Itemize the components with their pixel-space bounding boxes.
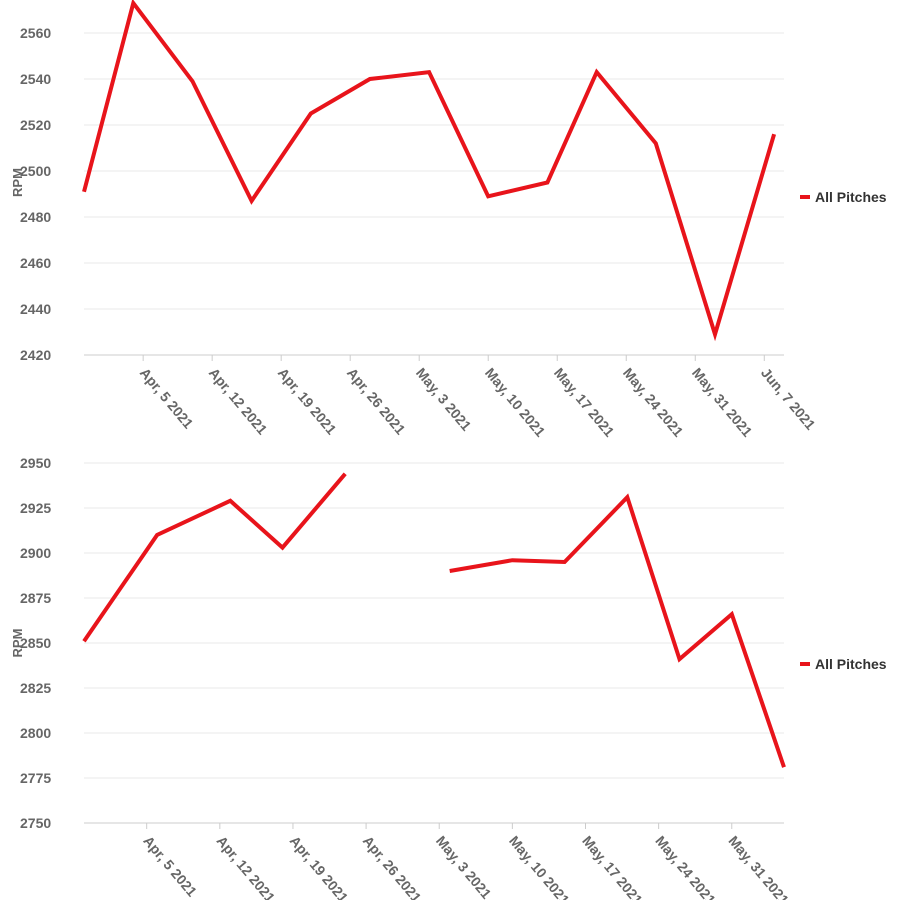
y-axis-title: RPM xyxy=(10,168,25,197)
y-tick-label: 2900 xyxy=(20,545,51,561)
x-tick-label: Apr, 26 2021 xyxy=(344,365,409,438)
y-tick-label: 2500 xyxy=(20,163,51,179)
y-tick-label: 2800 xyxy=(20,725,51,741)
y-tick-label: 2775 xyxy=(20,770,51,786)
x-tick-label: May, 31 2021 xyxy=(725,833,792,900)
x-tick-label: Apr, 19 2021 xyxy=(275,365,340,438)
x-tick-label: Apr, 19 2021 xyxy=(287,833,352,900)
x-tick-label: May, 10 2021 xyxy=(506,833,573,900)
y-tick-label: 2950 xyxy=(20,455,51,471)
x-tick-label: May, 24 2021 xyxy=(652,833,719,900)
y-tick-label: 2440 xyxy=(20,301,51,317)
x-tick-label: May, 10 2021 xyxy=(482,365,549,440)
x-tick-label: May, 3 2021 xyxy=(413,365,475,434)
y-tick-label: 2460 xyxy=(20,255,51,271)
chart-top: 2420 2440 2460 2480 2500 2520 2540 2560 RPM Apr, … xyxy=(10,0,887,440)
y-tick-label: 2825 xyxy=(20,680,51,696)
y-tick-label: 2560 xyxy=(20,25,51,41)
y-tick-label: 2480 xyxy=(20,209,51,225)
x-tick-label: Apr, 26 2021 xyxy=(360,833,425,900)
x-tick-label: Jun, 7 2021 xyxy=(758,365,819,433)
x-tick-label: May, 17 2021 xyxy=(551,365,618,440)
series-line xyxy=(82,0,777,342)
y-tick-label: 2875 xyxy=(20,590,51,606)
y-tick-label: 2540 xyxy=(20,71,51,87)
x-tick-label: Apr, 12 2021 xyxy=(206,365,271,438)
x-tick-label: May, 17 2021 xyxy=(579,833,646,900)
legend-label: All Pitches xyxy=(815,656,887,672)
y-tick-label: 2520 xyxy=(20,117,51,133)
y-tick-label: 2420 xyxy=(20,347,51,363)
y-axis-title: RPM xyxy=(10,629,25,658)
x-tick-label: May, 3 2021 xyxy=(433,833,495,900)
series-line xyxy=(449,493,786,768)
series-line xyxy=(82,472,347,643)
chart-bottom: 2750 2775 2800 2825 2850 2875 2900 2925 2950 RPM A… xyxy=(10,455,887,900)
x-tick-label: Apr, 5 2021 xyxy=(137,365,197,432)
x-tick-label: May, 31 2021 xyxy=(689,365,756,440)
y-tick-label: 2750 xyxy=(20,815,51,831)
y-tick-label: 2850 xyxy=(20,635,51,651)
x-tick-label: May, 24 2021 xyxy=(620,365,687,440)
x-tick-label: Apr, 12 2021 xyxy=(214,833,279,900)
legend-label: All Pitches xyxy=(815,189,887,205)
y-tick-label: 2925 xyxy=(20,500,51,516)
x-tick-label: Apr, 5 2021 xyxy=(140,833,200,900)
